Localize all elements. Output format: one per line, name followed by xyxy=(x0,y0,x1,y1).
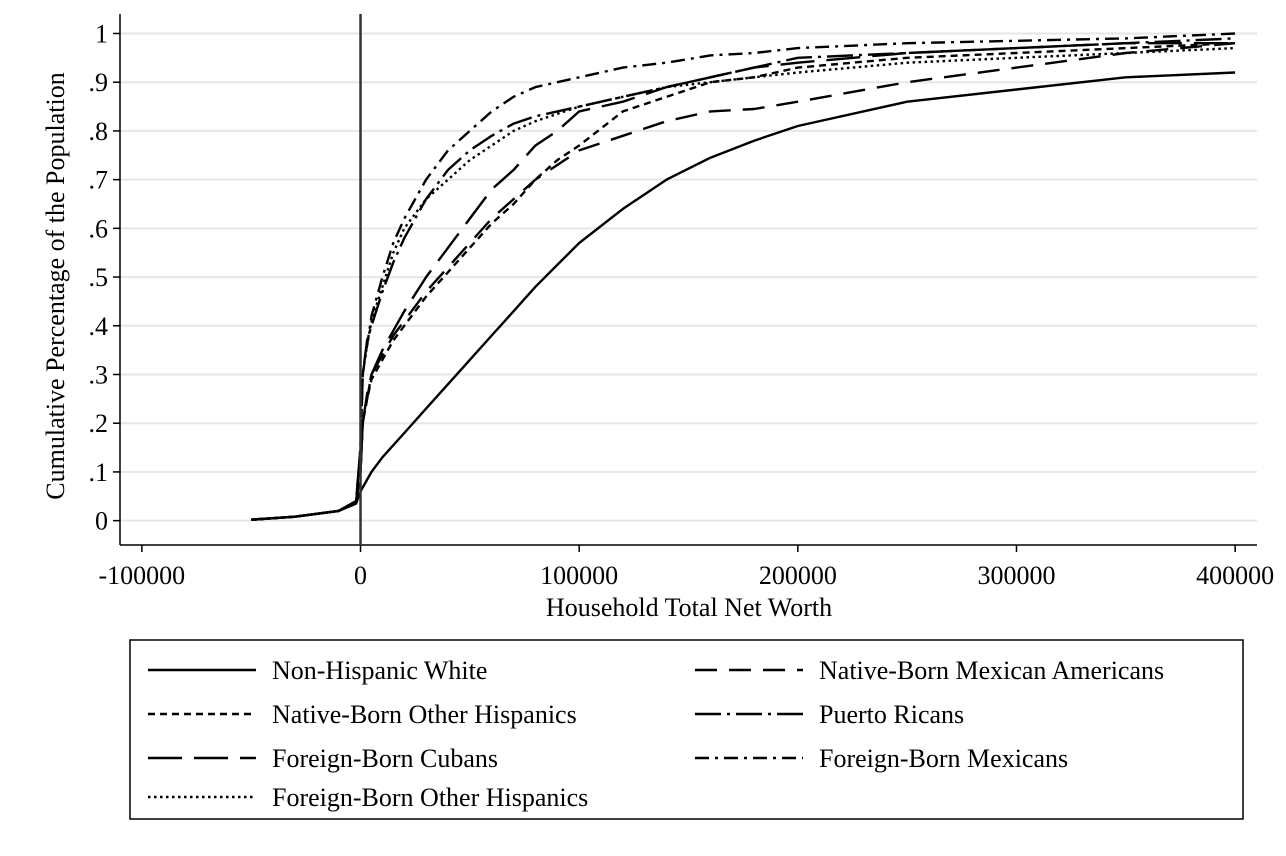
legend-label-4: Puerto Ricans xyxy=(819,700,964,729)
legend-label-3: Native-Born Other Hispanics xyxy=(272,700,577,729)
axes xyxy=(119,14,1257,546)
y-tick-label: 0 xyxy=(95,507,108,536)
y-tick-label: .3 xyxy=(89,360,109,389)
x-tick-label: 0 xyxy=(354,561,367,590)
y-tick-label: .8 xyxy=(89,117,109,146)
y-tick-label: .7 xyxy=(89,166,109,195)
x-tick-label: 100000 xyxy=(540,561,618,590)
y-axis-ticks: 0 .1 .2 .3 .4 .5 .6 .7 .8 .9 1 xyxy=(89,19,120,536)
legend-label-6: Foreign-Born Mexicans xyxy=(819,744,1068,773)
y-tick-label: 1 xyxy=(95,19,108,48)
y-axis-title: Cumulative Percentage of the Population xyxy=(41,72,70,499)
x-tick-label: -100000 xyxy=(99,561,186,590)
y-tick-label: .6 xyxy=(89,214,109,243)
y-tick-label: .5 xyxy=(89,263,109,292)
series-line-5 xyxy=(251,42,1236,521)
legend-label-1: Non-Hispanic White xyxy=(272,656,487,685)
series-line-7 xyxy=(251,46,1236,521)
y-tick-label: .1 xyxy=(89,458,109,487)
x-axis-ticks: -100000 0 100000 200000 300000 400000 xyxy=(99,545,1274,590)
x-tick-label: 200000 xyxy=(759,561,837,590)
x-tick-label: 300000 xyxy=(977,561,1055,590)
legend-label-2: Native-Born Mexican Americans xyxy=(819,656,1164,685)
legend-label-5: Foreign-Born Cubans xyxy=(272,744,498,773)
y-tick-label: .2 xyxy=(89,409,109,438)
series-line-2 xyxy=(251,42,1236,521)
legend: Non-Hispanic White Native-Born Mexican Am… xyxy=(129,639,1244,820)
x-axis-title: Household Total Net Worth xyxy=(546,593,832,622)
x-tick-label: 400000 xyxy=(1196,561,1274,590)
y-tick-label: .9 xyxy=(89,68,109,97)
grid-lines xyxy=(120,32,1257,522)
legend-label-7: Foreign-Born Other Hispanics xyxy=(272,783,588,812)
series-line-6 xyxy=(251,32,1236,521)
legend-box xyxy=(129,639,1244,820)
y-tick-label: .4 xyxy=(89,312,109,341)
series-line-1 xyxy=(251,71,1236,521)
series-line-3 xyxy=(251,42,1236,521)
